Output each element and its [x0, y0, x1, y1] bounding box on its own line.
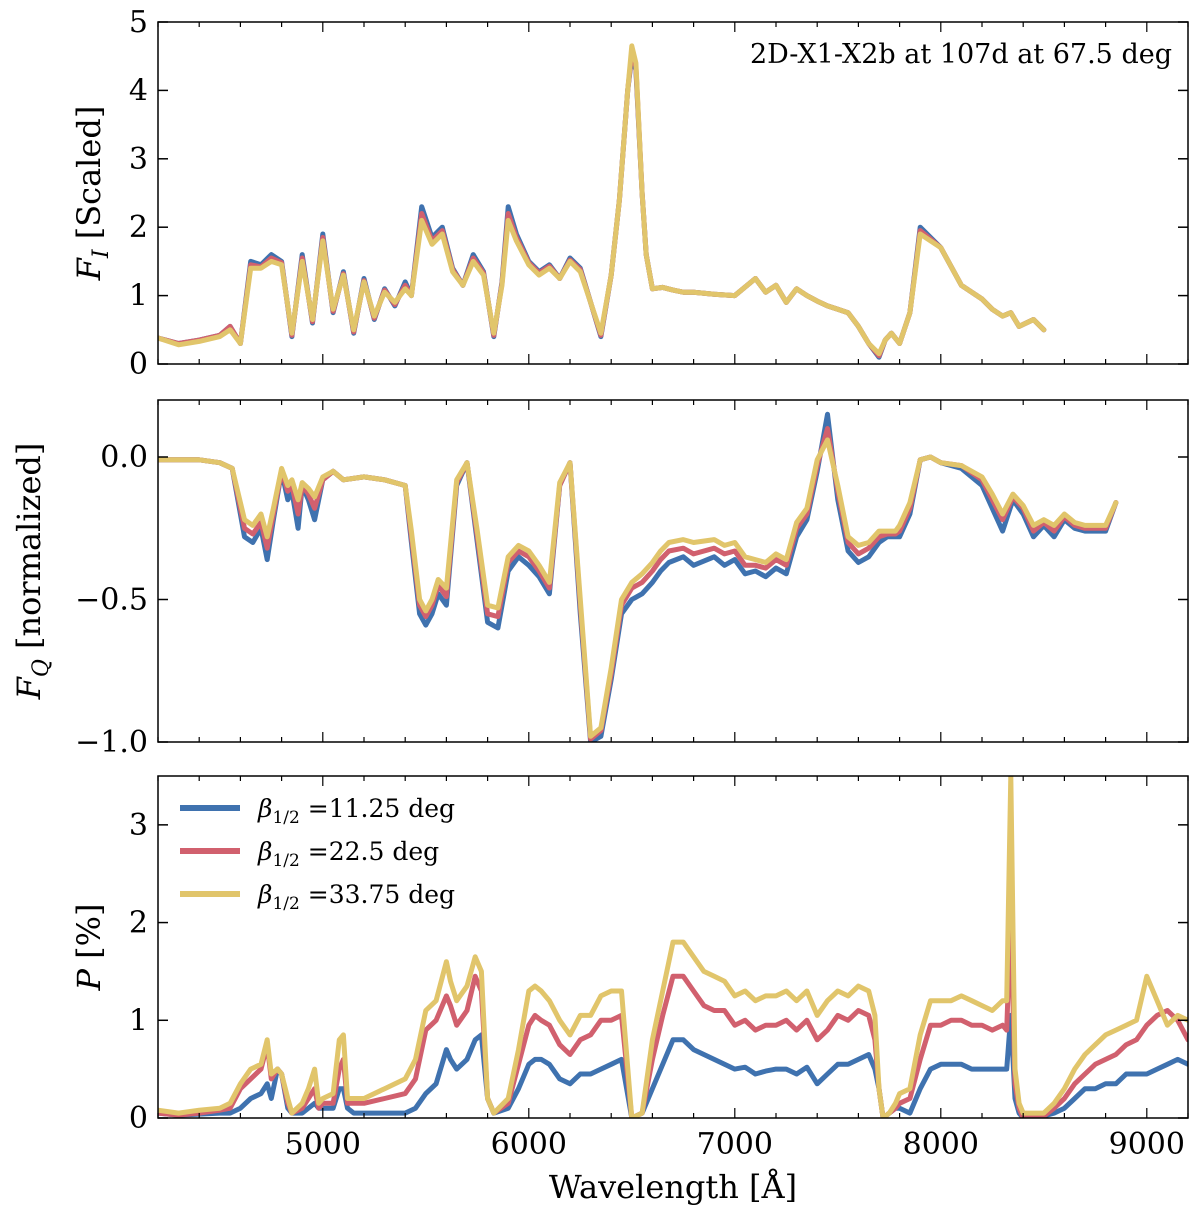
ylabel-rest-q: [normalized] — [10, 443, 48, 659]
stokes-i-ytick-label: 0 — [129, 347, 148, 382]
ylabel-rest-p: [%] — [70, 903, 108, 969]
legend-label-1: β1/2 =11.25 deg — [257, 794, 455, 828]
stokes-q-series-2-line — [158, 426, 1119, 742]
stokes-i-ytick-label: 2 — [129, 210, 148, 245]
stokes-i-series — [158, 43, 1047, 360]
polarization-ticks: 0 1 2 3 5000 6000 7000 8000 9000 — [129, 776, 1189, 1162]
panel-polarization: 0 1 2 3 5000 6000 7000 8000 9000 P [%] Wavelengt… — [70, 775, 1189, 1206]
model-annotation: 2D-X1-X2b at 107d at 67.5 deg — [750, 39, 1172, 70]
polarization-ytick-label: 3 — [129, 808, 148, 843]
legend: β1/2 =11.25 deg β1/2 =22.5 deg β1/2 =33.75… — [180, 794, 455, 914]
stokes-i-series-3-line — [158, 43, 1047, 357]
polarization-ylabel: P [%] — [70, 903, 108, 991]
stokes-i-ytick-label: 1 — [129, 279, 148, 314]
polarization-series-3-line — [158, 776, 1188, 1118]
stokes-q-series-3-line — [158, 437, 1119, 739]
ylabel-p: P — [70, 969, 108, 992]
polarization-xtick-label: 8000 — [903, 1127, 979, 1162]
stokes-i-ticks: 0 1 2 3 4 5 — [129, 5, 1189, 382]
panel-stokes-q: −1.0 −0.5 0.0 FQ [normalized] — [10, 399, 1189, 760]
polarization-xtick-label: 9000 — [1109, 1127, 1185, 1162]
stokes-q-ytick-label: −0.5 — [75, 583, 148, 618]
ylabel-f-i: F — [70, 256, 108, 281]
ylabel-sub-i: I — [89, 248, 114, 259]
legend-label-3: β1/2 =33.75 deg — [257, 880, 455, 914]
polarization-axes-frame — [157, 775, 1189, 1119]
polarization-xtick-label: 7000 — [697, 1127, 773, 1162]
stokes-i-ytick-label: 5 — [129, 5, 148, 40]
polarization-xtick-label: 5000 — [285, 1127, 361, 1162]
polarization-xtick-label: 6000 — [491, 1127, 567, 1162]
ylabel-f-q: F — [10, 675, 48, 700]
stokes-i-ytick-label: 3 — [129, 142, 148, 177]
polarization-ytick-label: 0 — [129, 1101, 148, 1136]
legend-label-2: β1/2 =22.5 deg — [257, 837, 439, 871]
ylabel-rest-i: [Scaled] — [70, 106, 108, 250]
polarization-ytick-label: 1 — [129, 1003, 148, 1038]
stokes-q-ytick-label: 0.0 — [100, 440, 148, 475]
polarization-series-1-line — [158, 1012, 1188, 1118]
stokes-q-ticks: −1.0 −0.5 0.0 — [75, 400, 1189, 760]
polarization-series — [158, 776, 1188, 1118]
polarization-ytick-label: 2 — [129, 906, 148, 941]
stokes-q-ytick-label: −1.0 — [75, 725, 148, 760]
stokes-i-ylabel: FI [Scaled] — [70, 106, 114, 282]
stokes-i-ytick-label: 4 — [129, 73, 148, 108]
panel-stokes-i: 0 1 2 3 4 5 2D-X1-X2b at 107d at 67.5 deg FI … — [70, 5, 1189, 382]
stokes-q-axes-frame — [157, 399, 1189, 743]
x-axis-label: Wavelength [Å] — [549, 1168, 797, 1206]
stokes-i-axes-frame — [157, 21, 1189, 365]
stokes-q-series — [158, 411, 1119, 742]
stokes-q-ylabel: FQ [normalized] — [10, 443, 54, 701]
ylabel-sub-q: Q — [29, 659, 54, 677]
